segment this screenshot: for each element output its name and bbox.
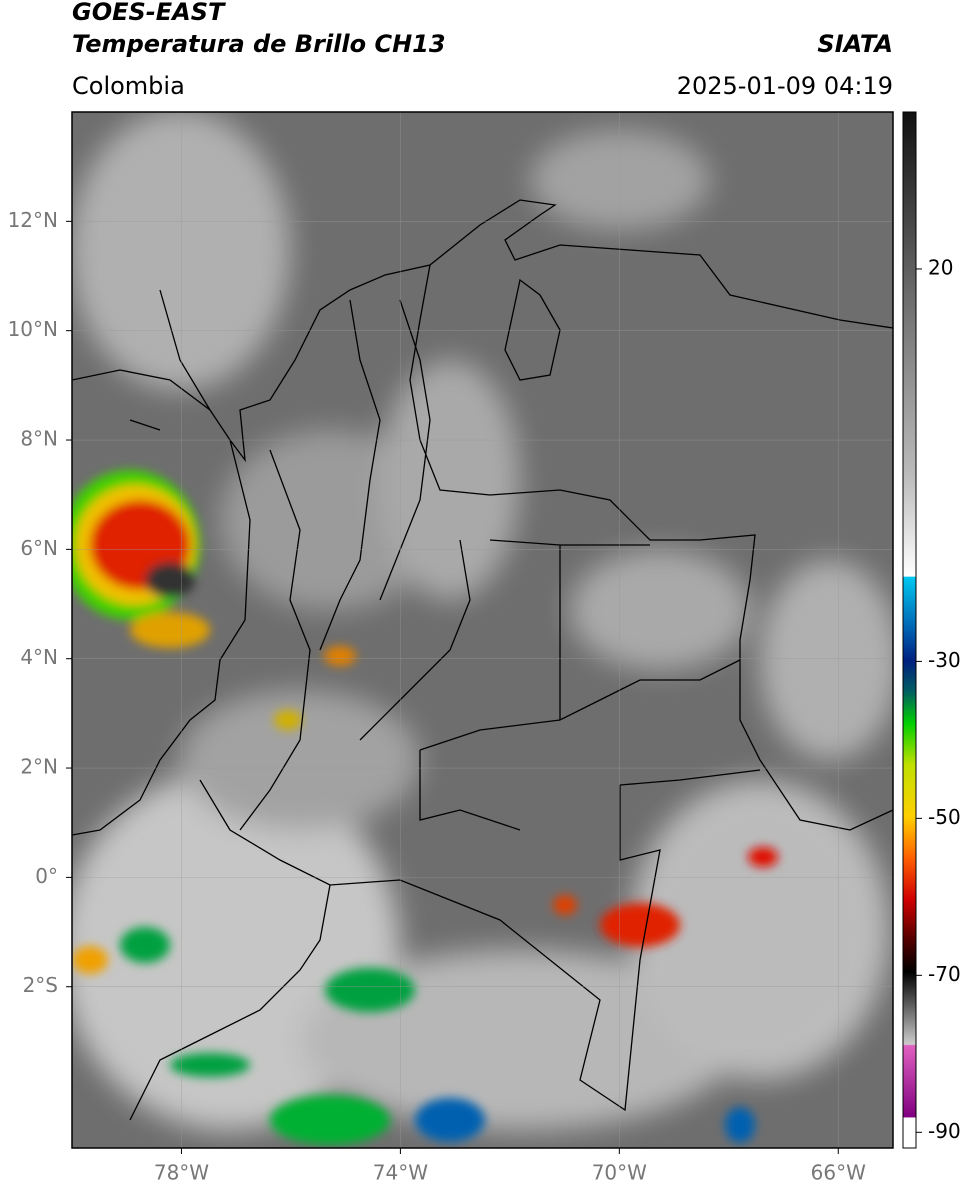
subtitle: Temperatura de Brillo CH13 <box>72 30 446 58</box>
gridlines <box>72 112 893 1148</box>
lat-tick-label: 6°N <box>20 536 58 560</box>
lat-tick-label: 2°S <box>23 973 58 997</box>
colorbar-tick-label: -70 <box>928 962 961 986</box>
lat-tick-label: 12°N <box>8 208 58 232</box>
colorbar-tick-label: -90 <box>928 1119 961 1143</box>
datetime: 2025-01-09 04:19 <box>677 72 893 100</box>
region: Colombia <box>72 72 185 100</box>
source: SIATA <box>817 30 893 58</box>
lat-tick-label: 8°N <box>20 427 58 451</box>
lon-tick-label: 66°W <box>811 1161 866 1185</box>
satellite-image <box>72 112 893 1148</box>
colorbar-tick-label: -50 <box>928 805 961 829</box>
map-frame <box>71 111 894 1149</box>
lat-tick-label: 0° <box>35 864 58 888</box>
lon-tick-label: 78°W <box>154 1161 209 1185</box>
lat-tick-label: 4°N <box>20 645 58 669</box>
colorbar-tick-label: 20 <box>928 255 953 279</box>
colorbar <box>902 111 917 1149</box>
lon-tick-label: 74°W <box>373 1161 428 1185</box>
lat-tick-label: 2°N <box>20 755 58 779</box>
lat-tick-label: 10°N <box>8 317 58 341</box>
title: GOES-EAST <box>72 0 226 26</box>
colorbar-tick-label: -30 <box>928 648 961 672</box>
lon-tick-label: 70°W <box>592 1161 647 1185</box>
